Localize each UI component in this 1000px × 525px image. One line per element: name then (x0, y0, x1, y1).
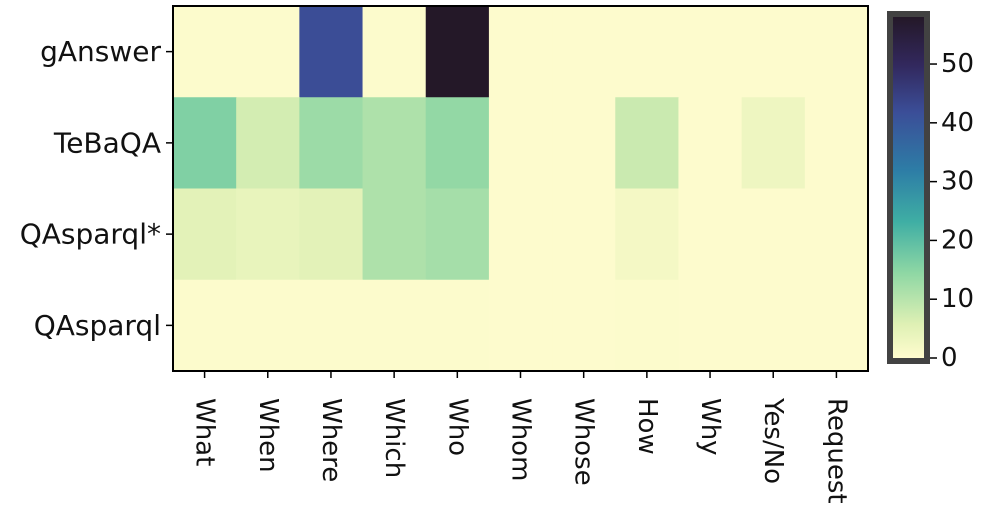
heatmap-cell-qasparql-yes-no (741, 279, 806, 372)
x-tick-label-why: Why (695, 398, 725, 456)
heatmap-cell-qasparql-why (678, 279, 743, 372)
heatmap-cell-qasparql-when (236, 188, 300, 281)
y-tick-label-tebaqa: TeBaQA (53, 126, 161, 159)
heatmap-cell-tebaqa-whose (552, 97, 616, 190)
heatmap-cell-ganswer-who (425, 6, 490, 98)
heatmap-cell-ganswer-what (173, 6, 237, 98)
heatmap-cell-ganswer-request (804, 6, 869, 98)
x-tick-label-yes-no: Yes/No (758, 397, 788, 484)
heatmap-cell-qasparql-who (425, 188, 490, 281)
colorbar-tick-label-40: 40 (941, 108, 974, 138)
heatmap-cell-qasparql-where (299, 279, 364, 372)
heatmap-cell-qasparql-whose (552, 188, 616, 281)
heatmap-cell-qasparql-whom (488, 279, 553, 372)
heatmap-cell-ganswer-when (236, 6, 300, 98)
heatmap-cell-tebaqa-request (804, 97, 869, 190)
y-tick-label-qasparql: QAsparql (34, 309, 161, 342)
y-axis: gAnswer TeBaQA QAsparql* QAsparql (20, 35, 173, 342)
heatmap-cell-ganswer-where (299, 6, 364, 98)
heatmap-cell-ganswer-whose (552, 6, 616, 98)
heatmap-cell-tebaqa-yes-no (741, 97, 806, 190)
colorbar-tick-label-10: 10 (941, 284, 974, 314)
heatmap-cell-tebaqa-what (173, 97, 237, 190)
heatmap-cell-qasparql-yes-no (741, 188, 806, 281)
heatmap-cell-tebaqa-how (615, 97, 680, 190)
colorbar-tick-label-50: 50 (941, 49, 974, 79)
heatmap-cell-qasparql-which (362, 188, 427, 281)
heatmap-cell-qasparql-what (173, 188, 237, 281)
colorbar-tick-label-0: 0 (941, 343, 958, 373)
heatmap-cell-qasparql-who (425, 279, 490, 372)
heatmap-cell-qasparql-request (804, 188, 869, 281)
heatmap-cell-qasparql-where (299, 188, 364, 281)
heatmap-cell-tebaqa-who (425, 97, 490, 190)
heatmap-cell-qasparql-which (362, 279, 427, 372)
x-tick-label-whose: Whose (569, 398, 599, 486)
x-tick-label-which: Which (379, 398, 409, 478)
heatmap-cell-qasparql-whose (552, 279, 616, 372)
heatmap-cell-qasparql-what (173, 279, 237, 372)
x-axis: What When Where Which Who Whom Whose How Why Yes/… (190, 371, 851, 504)
x-tick-label-who: Who (442, 398, 472, 456)
heatmap-cell-tebaqa-where (299, 97, 364, 190)
y-tick-label-ganswer: gAnswer (40, 35, 161, 68)
heatmap-cell-ganswer-which (362, 6, 427, 98)
heatmap-cell-qasparql-how (615, 188, 680, 281)
colorbar-tick-label-30: 30 (941, 167, 974, 197)
heatmap-cell-ganswer-yes-no (741, 6, 806, 98)
heatmap-cell-tebaqa-when (236, 97, 300, 190)
heatmap-cell-qasparql-how (615, 279, 680, 372)
heatmap-cell-qasparql-why (678, 188, 743, 281)
x-tick-label-when: When (253, 398, 283, 473)
heatmap-cell-ganswer-why (678, 6, 743, 98)
heatmap-cell-ganswer-how (615, 6, 680, 98)
x-tick-label-whom: Whom (506, 398, 536, 481)
x-tick-label-how: How (632, 398, 662, 455)
y-tick-label-qasparql: QAsparql* (20, 218, 161, 251)
x-tick-label-where: Where (316, 398, 346, 482)
heatmap-cell-qasparql-request (804, 279, 869, 372)
x-tick-label-what: What (190, 398, 220, 466)
heatmap-cell-qasparql-when (236, 279, 300, 372)
heatmap-cell-qasparql-whom (488, 188, 553, 281)
colorbar-tick-label-20: 20 (941, 225, 974, 255)
heatmap-cells (173, 6, 869, 372)
heatmap-cell-tebaqa-why (678, 97, 743, 190)
colorbar-gradient (893, 17, 924, 358)
colorbar: 0 10 20 30 40 50 (887, 11, 974, 373)
heatmap-cell-ganswer-whom (488, 6, 553, 98)
x-tick-label-request: Request (821, 398, 851, 504)
heatmap-cell-tebaqa-whom (488, 97, 553, 190)
heatmap-cell-tebaqa-which (362, 97, 427, 190)
